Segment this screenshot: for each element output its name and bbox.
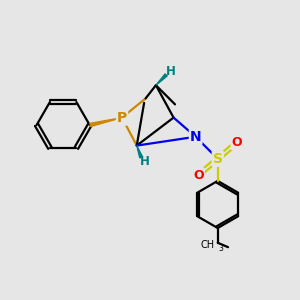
Polygon shape [156, 74, 167, 85]
Text: H: H [140, 155, 150, 168]
Text: O: O [232, 136, 242, 149]
Text: H: H [166, 65, 176, 79]
Text: P: P [117, 111, 127, 124]
Polygon shape [90, 118, 122, 127]
Text: S: S [213, 152, 223, 166]
Text: N: N [190, 130, 202, 144]
Text: 3: 3 [219, 244, 224, 253]
Text: O: O [193, 169, 204, 182]
Polygon shape [137, 146, 142, 158]
Text: CH: CH [200, 240, 214, 250]
